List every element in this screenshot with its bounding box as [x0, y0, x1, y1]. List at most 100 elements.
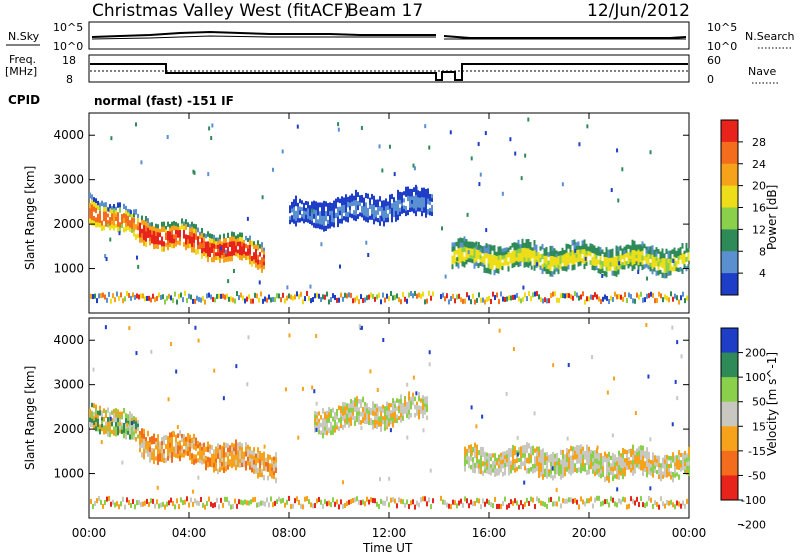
echo-cell	[300, 291, 302, 297]
echo-cell	[376, 411, 379, 416]
echo-cell	[284, 502, 286, 508]
echo-cell	[207, 251, 209, 258]
echo-cell	[669, 250, 672, 256]
echo-cell	[505, 254, 508, 259]
echo-cell	[475, 241, 478, 246]
echo-cell	[239, 454, 241, 460]
echo-cell	[169, 342, 172, 347]
echo-cell	[237, 249, 239, 254]
echo-cell	[373, 219, 375, 225]
echo-cell	[164, 504, 166, 510]
echo-cell	[498, 464, 500, 469]
echo-cell	[267, 458, 269, 464]
echo-cell	[600, 299, 602, 305]
echo-cell	[529, 242, 532, 247]
echo-cell	[534, 464, 536, 469]
echo-cell	[147, 232, 149, 238]
echo-cell	[456, 257, 459, 262]
echo-cell	[316, 418, 318, 423]
echo-cell	[119, 418, 121, 423]
echo-cell	[678, 501, 680, 507]
echo-cell	[593, 261, 596, 267]
echo-cell	[253, 455, 255, 461]
echo-cell	[209, 242, 211, 248]
echo-cell	[199, 235, 201, 239]
echo-cell	[430, 504, 432, 510]
echo-cell	[182, 297, 184, 303]
echo-cell	[684, 466, 686, 471]
echo-cell	[486, 466, 488, 471]
echo-cell	[614, 466, 616, 471]
echo-cell	[390, 403, 392, 408]
velocity-x-ticks	[88, 318, 690, 518]
echo-cell	[207, 441, 209, 448]
echo-cell	[235, 459, 237, 466]
x-tick-label: 00:00	[672, 526, 707, 540]
echo-cell	[612, 466, 614, 472]
echo-cell	[176, 498, 178, 504]
echo-cell	[566, 436, 569, 441]
echo-cell	[675, 250, 678, 255]
echo-cell	[620, 456, 622, 462]
echo-cell	[189, 243, 191, 249]
echo-cell	[554, 453, 556, 459]
echo-cell	[323, 215, 325, 222]
echo-cell	[205, 241, 207, 246]
echo-cell	[271, 167, 274, 172]
echo-cell	[314, 414, 316, 419]
echo-cell	[399, 211, 401, 217]
echo-cell	[139, 222, 141, 229]
echo-cell	[147, 430, 149, 437]
echo-cell	[494, 453, 496, 458]
echo-cell	[319, 215, 321, 221]
echo-cell	[406, 382, 409, 387]
echo-cell	[190, 497, 192, 503]
echo-cell	[520, 465, 522, 470]
echo-cell	[135, 234, 137, 240]
echo-cell	[201, 453, 203, 458]
echo-cell	[91, 402, 93, 408]
echo-cell	[289, 205, 291, 210]
echo-cell	[223, 452, 225, 458]
echo-cell	[492, 453, 494, 458]
echo-cell	[193, 228, 195, 234]
echo-cell	[629, 248, 632, 253]
echo-cell	[610, 470, 612, 476]
echo-cell	[361, 205, 363, 211]
echo-cell	[671, 422, 674, 427]
echo-cell	[227, 242, 229, 248]
echo-cell	[599, 255, 602, 261]
echo-cell	[245, 465, 247, 471]
echo-cell	[517, 244, 520, 250]
echo-cell	[647, 374, 650, 379]
echo-cell	[614, 501, 616, 507]
echo-cell	[566, 498, 568, 504]
echo-cell	[404, 502, 406, 508]
echo-cell	[209, 448, 211, 454]
echo-cell	[354, 420, 356, 426]
echo-cell	[534, 456, 536, 461]
echo-cell	[231, 455, 233, 460]
echo-cell	[633, 240, 636, 246]
echo-cell	[483, 249, 486, 254]
echo-cell	[602, 471, 604, 477]
echo-cell	[490, 467, 492, 472]
echo-cell	[315, 210, 317, 216]
echo-cell	[303, 206, 305, 212]
echo-cell	[342, 406, 344, 412]
echo-cell	[383, 220, 385, 227]
echo-cell	[366, 295, 368, 301]
echo-cell	[417, 193, 419, 198]
echo-cell	[645, 256, 648, 261]
echo-cell	[394, 400, 396, 405]
echo-cell	[231, 241, 233, 247]
echo-cell	[332, 497, 334, 503]
echo-cell	[633, 245, 636, 251]
echo-cell	[358, 324, 361, 329]
echo-cell	[524, 457, 526, 463]
echo-cell	[618, 460, 620, 466]
echo-cell	[241, 462, 243, 468]
echo-cell	[370, 411, 372, 416]
echo-cell	[374, 411, 376, 417]
echo-cell	[607, 249, 610, 255]
